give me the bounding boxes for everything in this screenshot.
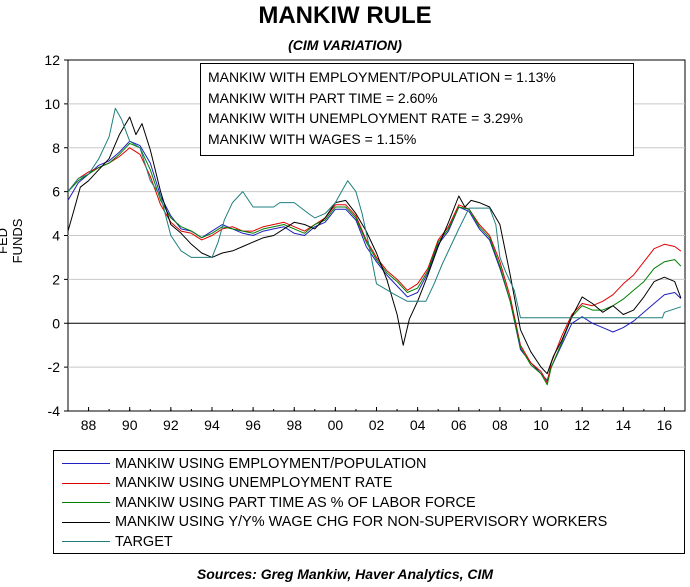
series-line-1 (67, 147, 682, 383)
annotation-line-2: MANKIW WITH PART TIME = 2.60% (208, 89, 438, 106)
series-line-2 (67, 142, 682, 386)
legend-swatch (62, 463, 110, 465)
x-tick-label: 90 (122, 417, 138, 433)
series-line-4 (67, 107, 682, 319)
y-tick-label: 6 (52, 184, 60, 200)
x-tick-label: 12 (574, 417, 590, 433)
series-line-3 (67, 116, 682, 375)
x-tick-label: 16 (657, 417, 673, 433)
legend-swatch (62, 482, 110, 484)
y-tick-label: -4 (48, 403, 61, 419)
legend-item-unemployment: MANKIW USING UNEMPLOYMENT RATE (62, 474, 684, 494)
legend-swatch (62, 541, 110, 543)
legend: MANKIW USING EMPLOYMENT/POPULATION MANKI… (53, 450, 685, 554)
legend-label: TARGET (115, 533, 173, 550)
y-tick-label: 4 (52, 228, 60, 244)
y-tick-label: 0 (52, 315, 60, 331)
x-tick-label: 02 (369, 417, 385, 433)
annotation-line-1: MANKIW WITH EMPLOYMENT/POPULATION = 1.13… (208, 69, 556, 85)
legend-label: MANKIW USING PART TIME AS % OF LABOR FOR… (115, 494, 476, 511)
x-tick-label: 88 (81, 417, 97, 433)
legend-label: MANKIW USING EMPLOYMENT/POPULATION (115, 455, 427, 472)
annotation-line-4: MANKIW WITH WAGES = 1.15% (208, 130, 417, 147)
y-tick-label: 12 (44, 52, 60, 68)
x-tick-label: 92 (163, 417, 179, 433)
x-tick-label: 96 (245, 417, 261, 433)
series-line-0 (67, 140, 682, 381)
series-layer (67, 107, 682, 386)
x-tick-label: 10 (533, 417, 549, 433)
source-note: Sources: Greg Mankiw, Haver Analytics, C… (196, 566, 494, 582)
legend-item-emp-pop: MANKIW USING EMPLOYMENT/POPULATION (62, 454, 684, 474)
x-tick-label: 00 (328, 417, 344, 433)
y-tick-label: 2 (52, 271, 60, 287)
legend-label: MANKIW USING Y/Y% WAGE CHG FOR NON-SUPER… (115, 514, 608, 531)
x-tick-label: 04 (410, 417, 426, 433)
y-tick-label: 10 (44, 96, 60, 112)
x-tick-label: 94 (204, 417, 220, 433)
annotation-box: MANKIW WITH EMPLOYMENT/POPULATION = 1.13… (200, 63, 634, 156)
legend-label: MANKIW USING UNEMPLOYMENT RATE (115, 475, 393, 492)
x-tick-label: 14 (616, 417, 632, 433)
chart-subtitle: (CIM VARIATION) (288, 37, 402, 53)
legend-swatch (62, 502, 110, 504)
annotation-line-3: MANKIW WITH UNEMPLOYMENT RATE = 3.29% (208, 110, 523, 126)
legend-item-wages: MANKIW USING Y/Y% WAGE CHG FOR NON-SUPER… (62, 513, 684, 533)
x-tick-label: 08 (492, 417, 508, 433)
chart-title: MANKIW RULE (258, 2, 432, 29)
x-tick-label: 98 (286, 417, 302, 433)
x-tick-label: 06 (451, 417, 467, 433)
y-tick-label: 8 (52, 140, 60, 156)
y-tick-label: -2 (48, 359, 61, 375)
legend-item-part-time: MANKIW USING PART TIME AS % OF LABOR FOR… (62, 493, 684, 513)
legend-item-target: TARGET (62, 532, 684, 552)
legend-swatch (62, 521, 110, 523)
